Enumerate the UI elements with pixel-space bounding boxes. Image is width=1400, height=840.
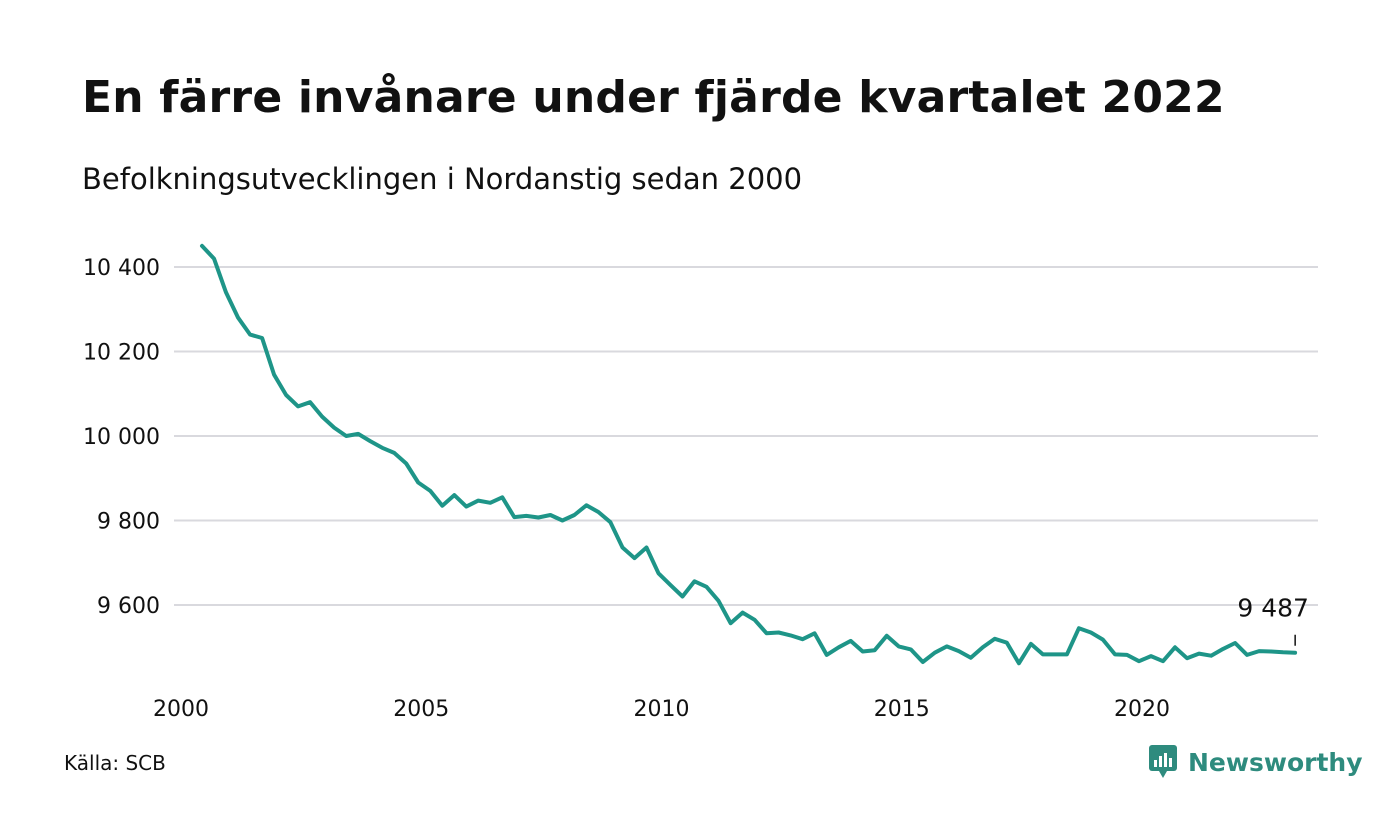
chart-subtitle: Befolkningsutvecklingen i Nordanstig sed…: [82, 162, 803, 196]
brand-logo: Newsworthy: [1148, 744, 1363, 780]
x-tick-label-0: 2000: [153, 697, 209, 722]
x-tick-label-3: 2015: [874, 697, 930, 722]
population-line: [200, 243, 1298, 666]
y-tick-label-4: 10 400: [83, 256, 160, 281]
x-tick-label-2: 2010: [634, 697, 690, 722]
y-tick-label-3: 10 200: [83, 341, 160, 366]
end-value-label: 9 487: [1237, 594, 1309, 623]
gridlines: [174, 266, 1318, 606]
y-tick-label-1: 9 800: [97, 510, 160, 535]
chart-title: En färre invånare under fjärde kvartalet…: [82, 72, 1225, 123]
source-note: Källa: SCB: [64, 751, 166, 775]
x-axis: 2000 2005 2010 2015 2020: [153, 697, 1170, 722]
x-tick-label-1: 2005: [393, 697, 449, 722]
newsworthy-logo-icon: [1149, 745, 1177, 778]
y-axis: 9 600 9 800 10 000 10 200 10 400: [83, 256, 160, 619]
y-tick-label-2: 10 000: [83, 425, 160, 450]
y-tick-label-0: 9 600: [97, 594, 160, 619]
brand-name: Newsworthy: [1188, 747, 1363, 777]
data-points: [202, 246, 1295, 664]
x-tick-label-4: 2020: [1114, 697, 1170, 722]
